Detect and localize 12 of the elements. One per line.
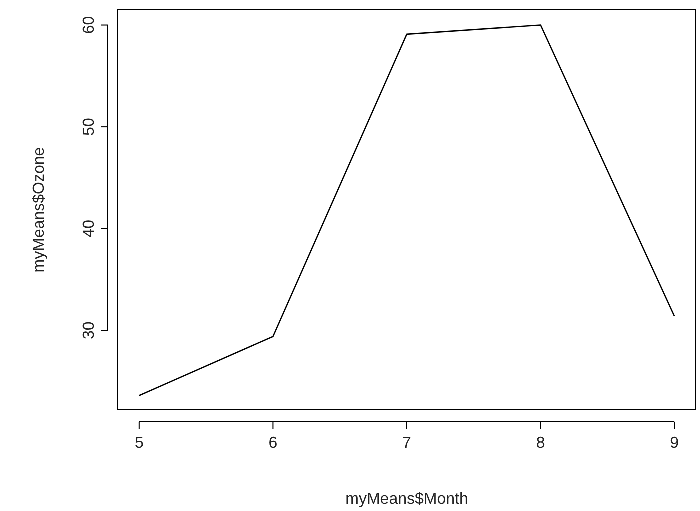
y-axis-title: myMeans$Ozone xyxy=(31,147,48,273)
x-tick-label: 5 xyxy=(134,435,144,452)
x-tick-label: 8 xyxy=(536,435,546,452)
y-tick-label: 30 xyxy=(81,322,98,340)
x-tick-label: 6 xyxy=(268,435,278,452)
x-axis-title: myMeans$Month xyxy=(346,491,468,508)
y-tick-label: 60 xyxy=(81,16,98,34)
y-tick-label: 40 xyxy=(81,220,98,238)
y-tick-label: 50 xyxy=(81,118,98,136)
x-tick-label: 9 xyxy=(670,435,680,452)
x-tick-label: 7 xyxy=(402,435,412,452)
line-series xyxy=(138,24,676,396)
